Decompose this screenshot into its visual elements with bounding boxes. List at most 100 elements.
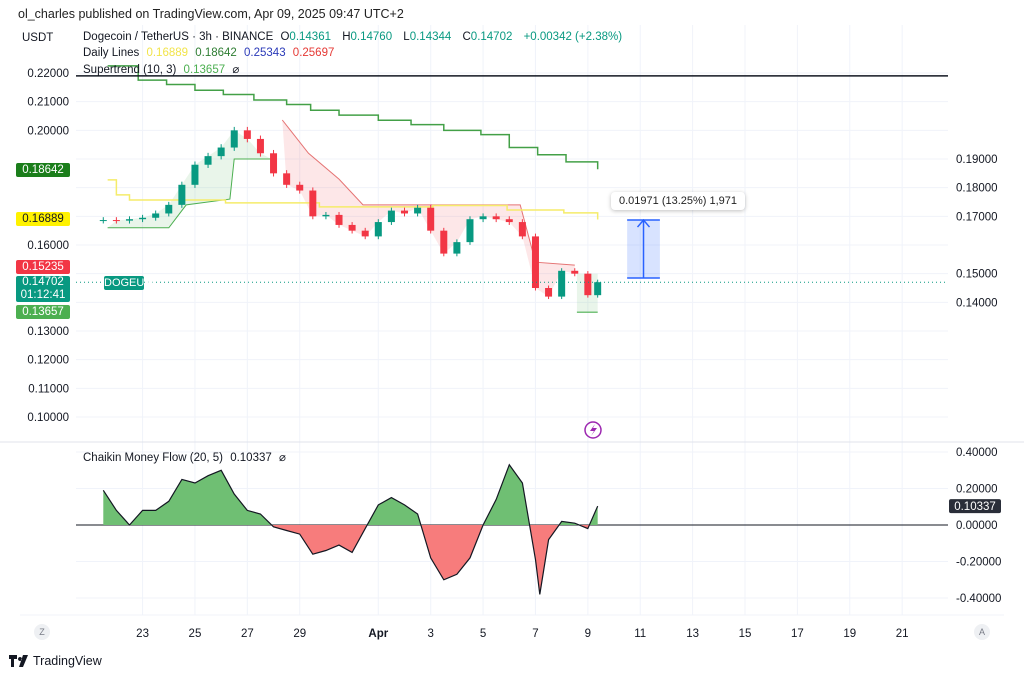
candle <box>414 207 422 214</box>
cmf-y-tick-label: 0.40000 <box>956 447 998 459</box>
x-tick-label: 11 <box>634 628 646 640</box>
x-tick-label: 7 <box>532 628 538 640</box>
change-value: +0.00342 (+2.38%) <box>523 31 623 43</box>
bar-countdown: 01:12:41 <box>20 289 66 301</box>
x-tick-label: 13 <box>686 628 699 640</box>
candle <box>139 217 147 220</box>
x-tick-label: 29 <box>293 628 306 640</box>
published-caption: ol_charles published on TradingView.com,… <box>18 7 404 21</box>
y-tick-label: 0.13000 <box>27 326 69 338</box>
candle <box>217 147 225 157</box>
candle <box>545 288 553 297</box>
price-tag-daily-green: 0.18642 <box>16 163 70 177</box>
auto-scale-button[interactable]: A <box>974 624 990 640</box>
candle <box>518 222 526 237</box>
symbol-legend: Dogecoin / TetherUS · 3h · BINANCE O0.14… <box>83 31 626 43</box>
open-label: O <box>280 31 290 43</box>
daily-line-value: 0.25343 <box>244 47 286 59</box>
candle <box>453 242 461 254</box>
high-value: 0.14760 <box>350 31 393 43</box>
close-value: 0.14702 <box>470 31 513 43</box>
daily-line-yellow <box>107 179 599 220</box>
lightning-icon <box>590 424 597 436</box>
measure-tooltip: 0.01971 (13.25%) 1,971 <box>611 192 746 210</box>
daily-line-value: 0.16889 <box>146 47 189 59</box>
price-tag-daily-yellow: 0.16889 <box>16 212 70 226</box>
candle <box>558 270 566 297</box>
daily-lines-label: Daily Lines <box>83 47 140 59</box>
supertrend-label: Supertrend (10, 3) <box>83 64 177 76</box>
candle <box>479 216 487 220</box>
y-tick-label: 0.20000 <box>27 125 69 137</box>
y-tick-label: 0.16000 <box>27 240 69 252</box>
candle <box>243 130 251 139</box>
tradingview-logo[interactable]: TradingView <box>9 654 102 668</box>
candle <box>230 130 238 148</box>
y-tick-label: 0.21000 <box>27 97 69 109</box>
x-tick-label: 15 <box>739 628 752 640</box>
candle <box>427 207 435 231</box>
open-value: 0.14361 <box>289 31 331 43</box>
zoom-reset-button[interactable]: Z <box>34 624 50 640</box>
candle <box>401 210 409 214</box>
daily-line-value: 0.18642 <box>195 47 237 59</box>
candle <box>256 138 264 154</box>
x-tick-label: 5 <box>480 628 486 640</box>
candle <box>466 219 474 243</box>
x-tick-label: 3 <box>427 628 433 640</box>
candle <box>99 220 107 222</box>
supertrend-up-line <box>107 158 272 229</box>
cmf-y-tick-label: -0.20000 <box>956 557 1001 569</box>
cmf-pane[interactable] <box>76 463 948 595</box>
cmf-y-tick-label: -0.40000 <box>956 593 1001 605</box>
cmf-last-value: 0.10337 <box>954 501 996 513</box>
x-tick-label: 27 <box>241 628 254 640</box>
candle <box>112 220 120 222</box>
high-label: H <box>342 31 351 43</box>
y-tick-label: 0.12000 <box>27 355 69 367</box>
cmf-y-tick-label: 0.20000 <box>956 484 998 496</box>
candle <box>361 230 369 237</box>
price-tag-red: 0.15235 <box>16 260 70 274</box>
symbol-title[interactable]: Dogecoin / TetherUS · 3h · BINANCE <box>83 31 274 43</box>
brand-name: TradingView <box>33 654 102 668</box>
candle <box>335 214 343 225</box>
y-tick-label: 0.19000 <box>956 154 998 166</box>
candle <box>152 213 160 218</box>
price-tag-supertrend: 0.13657 <box>16 305 70 319</box>
candle <box>296 184 304 191</box>
currency-label[interactable]: USDT <box>22 32 54 44</box>
low-label: L <box>403 31 410 43</box>
candle <box>387 210 395 223</box>
y-tick-label: 0.18000 <box>956 183 998 195</box>
supertrend-legend[interactable]: Supertrend (10, 3) 0.13657 ⌀ <box>83 62 243 76</box>
candle <box>204 156 212 165</box>
price-pane[interactable] <box>76 65 948 439</box>
candle <box>178 184 186 205</box>
supertrend-up-fill <box>107 130 272 228</box>
y-tick-label: 0.17000 <box>956 211 998 223</box>
cmf-last-tag <box>949 499 1001 514</box>
cmf-legend[interactable]: Chaikin Money Flow (20, 5) 0.10337 ⌀ <box>83 450 290 464</box>
cmf-y-tick-label: 0.00000 <box>956 520 998 532</box>
tradingview-logo-icon <box>9 655 28 667</box>
candle <box>571 270 579 274</box>
x-tick-label: 21 <box>896 628 909 640</box>
candle <box>531 236 539 288</box>
axes: 23 25 27 29 Apr 3 5 7 9 11 13 15 17 19 21 0.22000 0.2100… <box>27 68 1001 640</box>
y-tick-label: 0.22000 <box>27 68 69 80</box>
hide-eye-slash-icon[interactable]: ⌀ <box>232 64 240 76</box>
supertrend-value: 0.13657 <box>183 64 226 76</box>
daily-lines-legend[interactable]: Daily Lines 0.16889 0.18642 0.25343 0.25… <box>83 47 338 59</box>
candle <box>440 230 448 254</box>
candle <box>505 219 513 223</box>
cmf-positive-area <box>103 464 598 525</box>
candle <box>125 219 133 221</box>
arrow-up-icon <box>636 218 651 278</box>
hide-eye-slash-icon[interactable]: ⌀ <box>278 452 286 464</box>
ticker-label[interactable]: DOGEUSDT <box>104 276 167 290</box>
price-tag-last: 0.14702 01:12:41 <box>16 276 70 302</box>
x-tick-label: Apr <box>368 628 388 640</box>
x-tick-label: 23 <box>136 628 149 640</box>
